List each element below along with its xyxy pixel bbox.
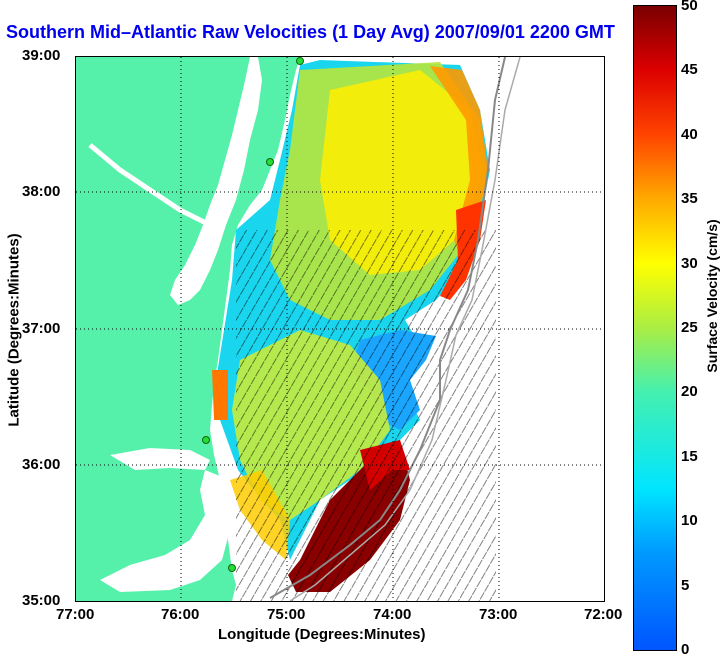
colorbar-tick: 20 — [681, 383, 698, 400]
velocity-field — [212, 60, 496, 601]
y-tick: 39:00 — [22, 47, 61, 64]
y-tick: 37:00 — [22, 320, 61, 337]
colorbar-tick: 45 — [681, 61, 698, 78]
chesapeake-bay — [170, 57, 262, 305]
y-tick: 36:00 — [22, 456, 61, 473]
y-tick: 35:00 — [22, 592, 61, 609]
grid — [76, 57, 604, 601]
bathymetry-line-2 — [289, 57, 521, 601]
potomac-river — [88, 143, 212, 228]
map-area — [76, 57, 604, 601]
colorbar-tick: 15 — [681, 448, 698, 465]
y-tick: 38:00 — [22, 183, 61, 200]
map-title: Southern Mid–Atlantic Raw Velocities (1 … — [6, 22, 615, 42]
colorbar-frame — [633, 5, 677, 651]
colorbar-tick: 40 — [681, 126, 698, 143]
radar-station — [266, 158, 274, 166]
x-axis-label: Longitude (Degrees:Minutes) — [218, 626, 426, 643]
bathymetry-line — [269, 57, 506, 599]
colorbar-tick: 10 — [681, 512, 698, 529]
colorbar-tick: 5 — [681, 577, 690, 594]
x-tick: 72:00 — [584, 606, 623, 623]
y-axis-label: Latitude (Degrees:Minutes) — [5, 233, 23, 427]
radar-station — [202, 436, 210, 444]
colorbar-tick: 25 — [681, 319, 698, 336]
x-tick: 77:00 — [56, 606, 95, 623]
colorbar-tick: 0 — [681, 641, 690, 658]
plot-frame — [75, 56, 605, 602]
x-tick: 74:00 — [373, 606, 412, 623]
colorbar-label: Surface Velocity (cm/s) — [704, 219, 720, 373]
radar-station — [296, 57, 304, 65]
radar-station — [228, 564, 236, 572]
x-tick: 73:00 — [479, 606, 518, 623]
x-tick: 75:00 — [267, 606, 306, 623]
colorbar-tick: 35 — [681, 190, 698, 207]
colorbar-tick: 50 — [681, 0, 698, 14]
colorbar-tick: 30 — [681, 255, 698, 272]
radar-stations — [202, 57, 304, 572]
x-tick: 76:00 — [161, 606, 200, 623]
colorbar-gradient — [634, 6, 676, 650]
pamlico-sound — [100, 470, 232, 592]
